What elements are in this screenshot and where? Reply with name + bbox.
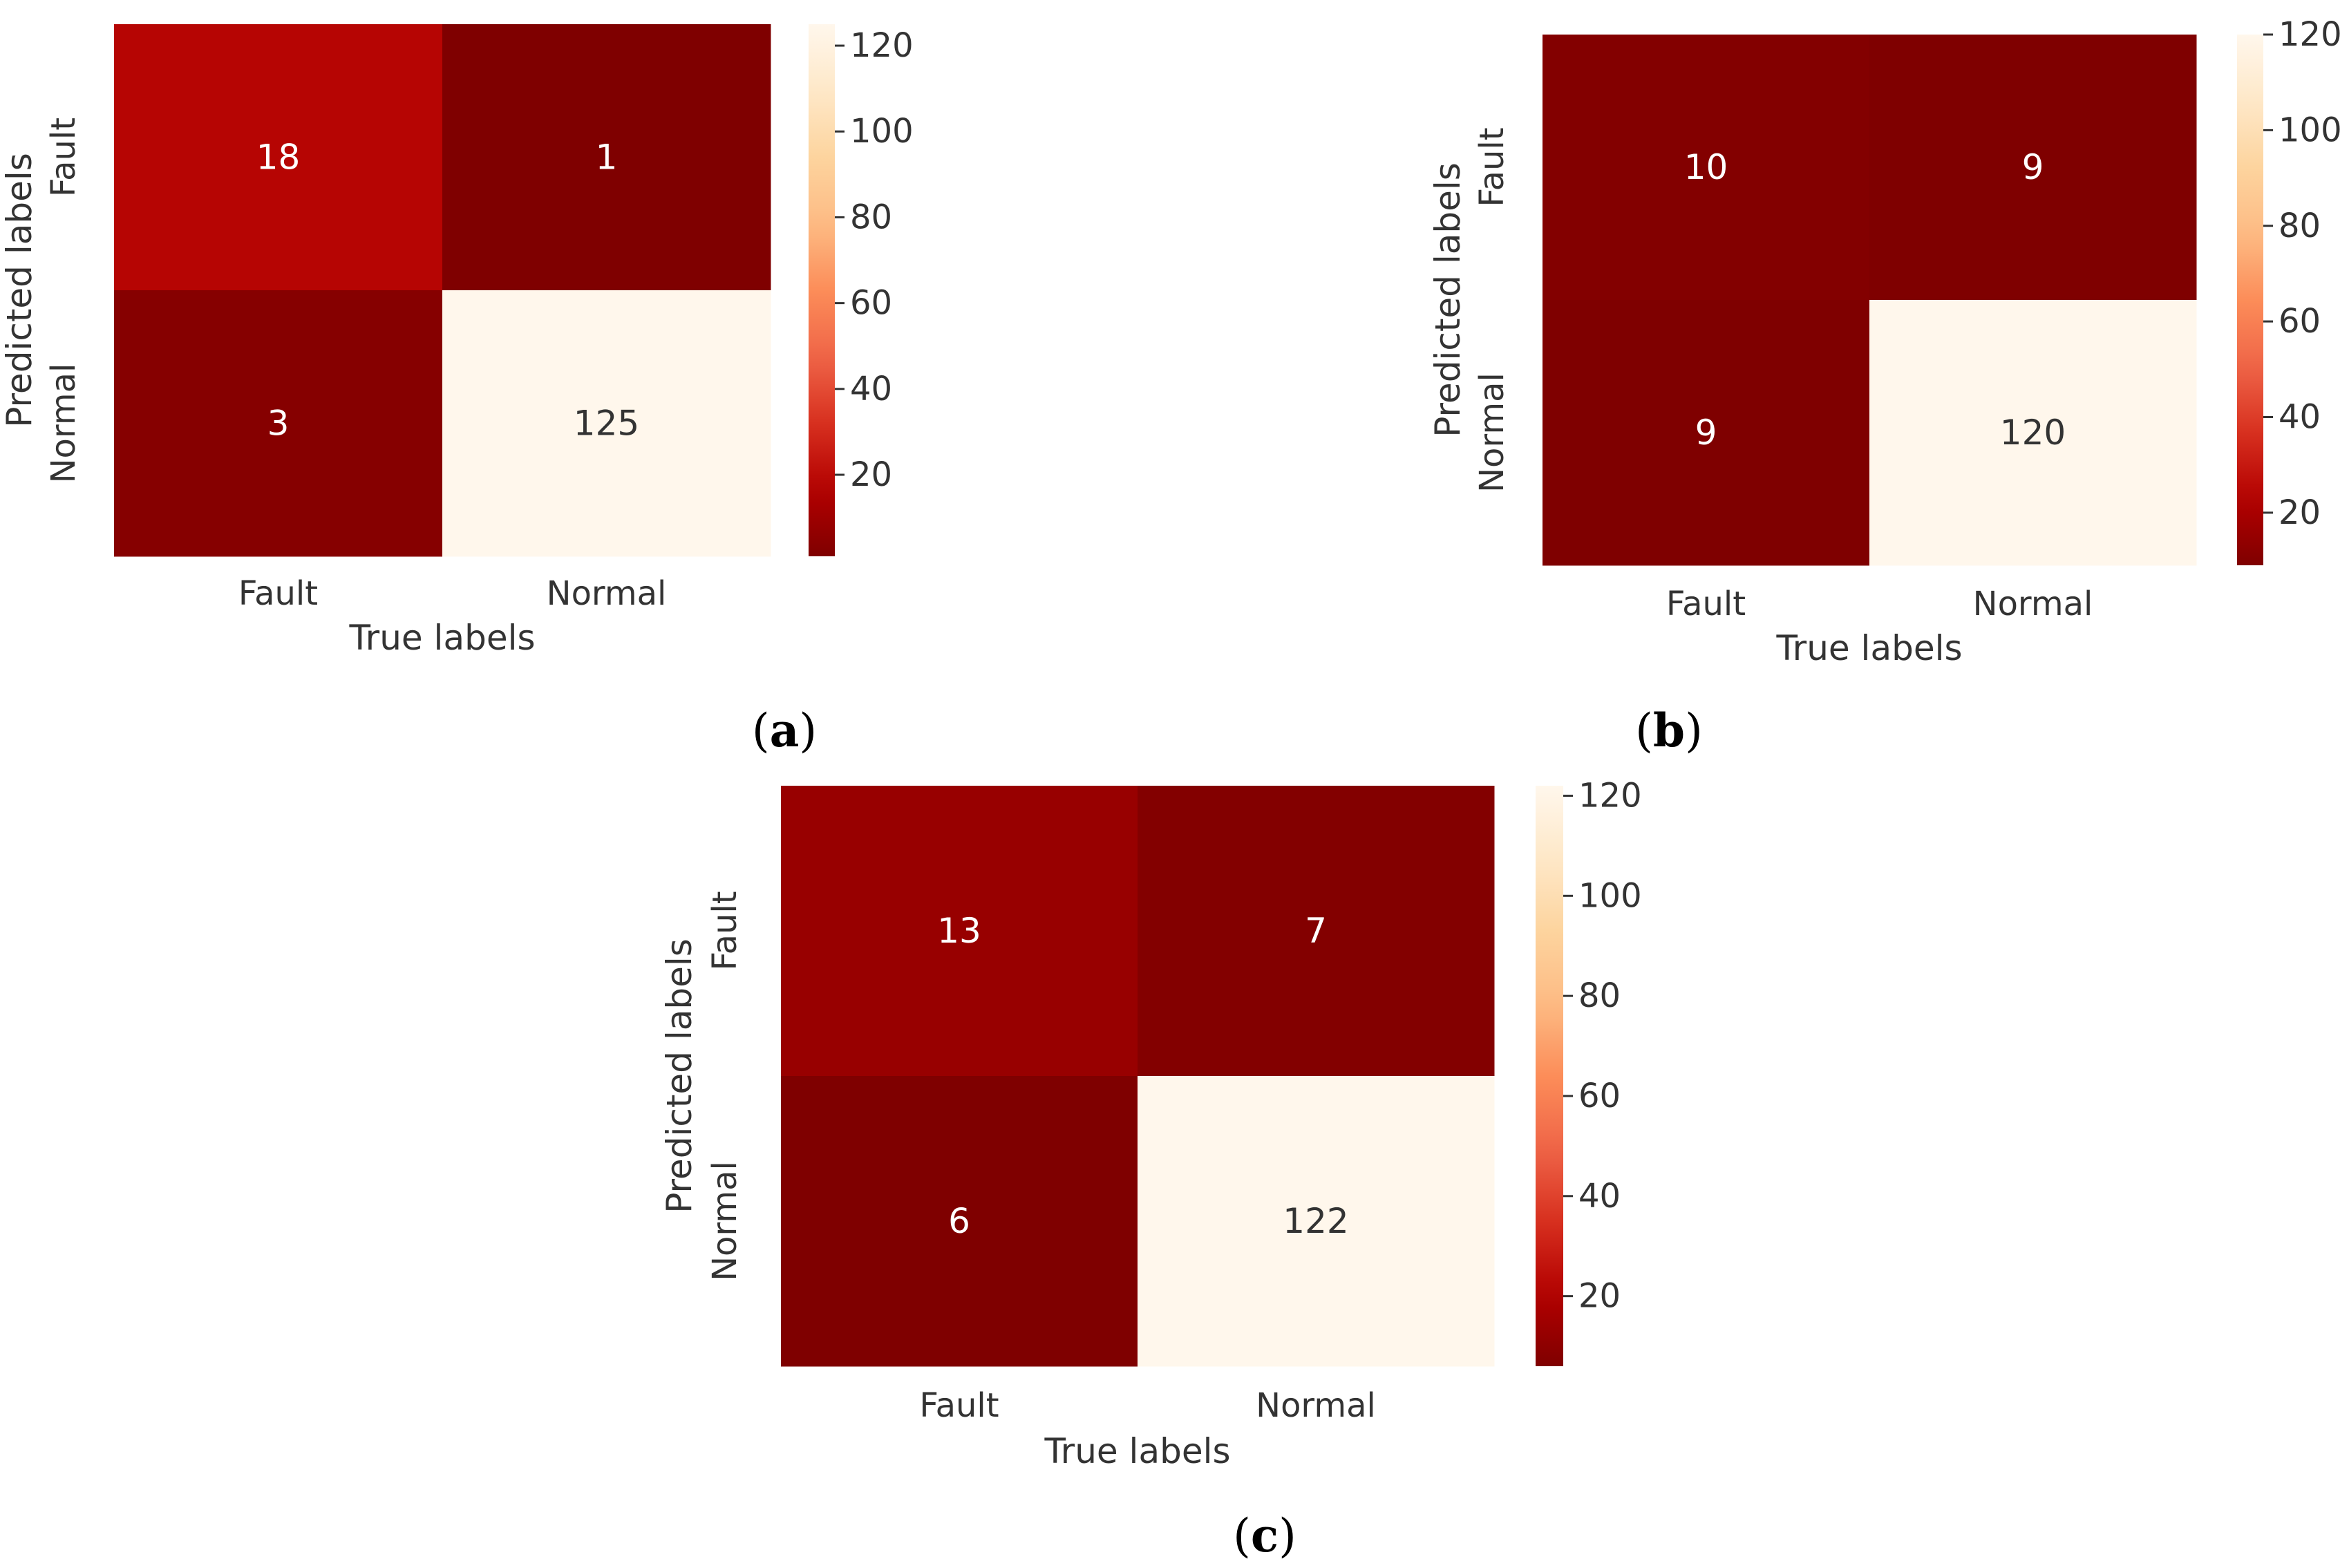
y-tick-label: Fault bbox=[1473, 127, 1511, 207]
cell-value-label: 120 bbox=[2000, 413, 2066, 453]
colorbar-tick-label: 60 bbox=[2279, 302, 2321, 341]
colorbar bbox=[2237, 35, 2263, 565]
heatmap-cell bbox=[442, 290, 771, 557]
cell-value-label: 10 bbox=[1684, 147, 1728, 187]
colorbar-tick-label: 40 bbox=[850, 370, 892, 408]
y-axis-label: Predicted labels bbox=[0, 153, 39, 428]
y-tick-label: Fault bbox=[706, 891, 744, 970]
x-tick-label: Normal bbox=[547, 574, 667, 613]
y-tick-label: Normal bbox=[44, 363, 83, 484]
heatmap-cell bbox=[1869, 300, 2197, 566]
heatmap-cell bbox=[1543, 35, 1870, 301]
colorbar-tick-label: 100 bbox=[1578, 876, 1642, 915]
x-axis-label: True labels bbox=[1044, 1431, 1230, 1471]
x-tick-label: Fault bbox=[238, 574, 318, 613]
heatmap-cell bbox=[442, 24, 771, 291]
colorbar-tick-label: 40 bbox=[1578, 1177, 1621, 1216]
cell-value-label: 9 bbox=[2022, 147, 2044, 187]
heatmap-panel-c: 13 7 6 122 Fault Normal True labels Fault Normal… bbox=[659, 776, 1642, 1562]
heatmap-cell bbox=[1138, 786, 1495, 1077]
cell-value-label: 1 bbox=[596, 138, 618, 178]
x-tick-label: Fault bbox=[1666, 585, 1746, 623]
y-axis-label: Predicted labels bbox=[659, 938, 699, 1213]
colorbar-tick-label: 100 bbox=[850, 112, 914, 151]
colorbar-tick-label: 60 bbox=[850, 284, 892, 323]
y-tick-label: Normal bbox=[1473, 372, 1511, 493]
panel-label: (a) bbox=[752, 703, 817, 757]
cell-value-label: 6 bbox=[948, 1201, 970, 1241]
cell-value-label: 13 bbox=[937, 911, 981, 951]
colorbar-tick-label: 80 bbox=[1578, 976, 1621, 1015]
heatmap-cell bbox=[1138, 1076, 1495, 1367]
y-tick-label: Normal bbox=[706, 1161, 744, 1281]
cell-value-label: 18 bbox=[256, 138, 301, 178]
colorbar-tick-label: 100 bbox=[2279, 111, 2342, 149]
heatmap-cell bbox=[114, 24, 443, 291]
colorbar-tick-label: 60 bbox=[1578, 1077, 1621, 1115]
colorbar bbox=[809, 24, 835, 556]
heatmap-panel-b: 10 9 9 120 Fault Normal True labels Fault Normal… bbox=[1428, 15, 2342, 757]
x-tick-label: Normal bbox=[1256, 1386, 1376, 1425]
cell-value-label: 122 bbox=[1283, 1201, 1348, 1241]
cell-value-label: 3 bbox=[267, 404, 290, 444]
x-axis-label: True labels bbox=[348, 618, 535, 658]
colorbar bbox=[1536, 786, 1563, 1366]
colorbar-tick-label: 80 bbox=[2279, 207, 2321, 245]
colorbar-tick-label: 40 bbox=[2279, 398, 2321, 437]
heatmap-cell bbox=[114, 290, 443, 557]
cell-value-label: 125 bbox=[574, 404, 639, 444]
y-axis-label: Predicted labels bbox=[1428, 162, 1468, 437]
colorbar-tick-label: 20 bbox=[2279, 493, 2321, 532]
cell-value-label: 9 bbox=[1695, 413, 1717, 453]
x-axis-label: True labels bbox=[1775, 628, 1962, 668]
cell-value-label: 7 bbox=[1305, 911, 1327, 951]
x-tick-label: Fault bbox=[919, 1386, 999, 1425]
y-tick-label: Fault bbox=[44, 117, 83, 197]
colorbar-tick-label: 20 bbox=[850, 455, 892, 494]
colorbar-tick-label: 120 bbox=[2279, 15, 2342, 54]
colorbar-tick-label: 80 bbox=[850, 198, 892, 236]
colorbar-tick-label: 120 bbox=[850, 26, 914, 65]
panel-label: (c) bbox=[1233, 1509, 1296, 1562]
heatmap-cell bbox=[1543, 300, 1870, 566]
heatmap-cell bbox=[1869, 35, 2197, 301]
heatmap-cell bbox=[781, 786, 1138, 1077]
colorbar-tick-label: 120 bbox=[1578, 776, 1642, 815]
panel-label: (b) bbox=[1635, 703, 1703, 757]
heatmap-cell bbox=[781, 1076, 1138, 1367]
x-tick-label: Normal bbox=[1973, 585, 2093, 623]
colorbar-tick-label: 20 bbox=[1578, 1277, 1621, 1316]
heatmap-panel-a: 18 1 3 125 Fault Normal True labels Fault Normal… bbox=[0, 24, 914, 757]
